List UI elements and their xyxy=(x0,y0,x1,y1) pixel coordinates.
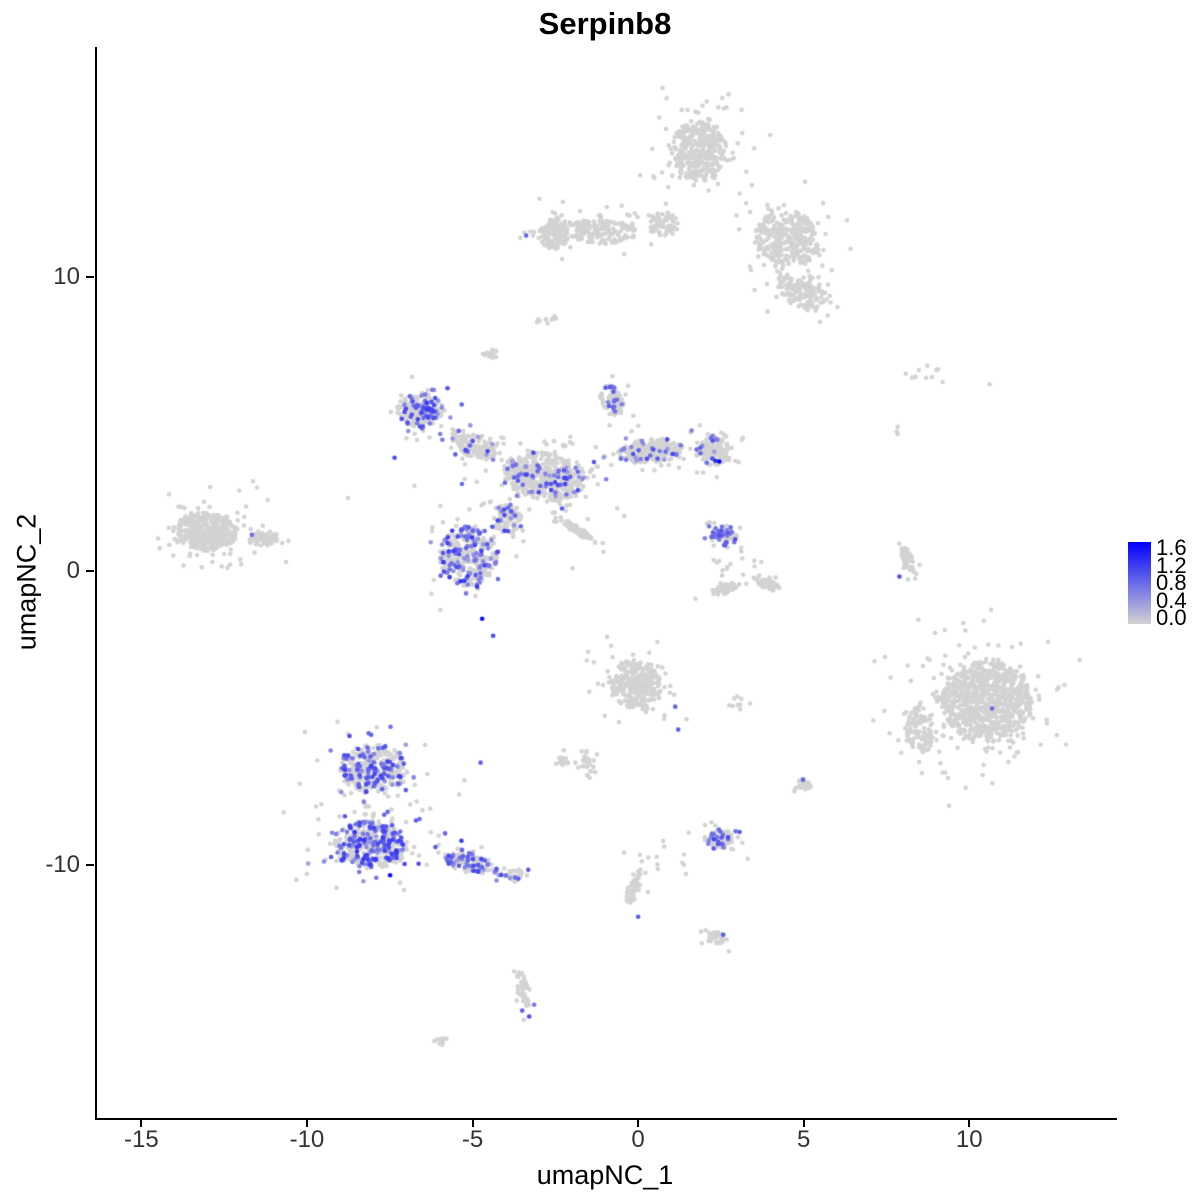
plot-panel xyxy=(95,47,1117,1120)
legend-tick-label: 0.8 xyxy=(1156,570,1187,595)
y-tick-label: -10 xyxy=(45,850,80,878)
y-tick-label: 10 xyxy=(53,262,80,290)
y-tick-label: 0 xyxy=(66,556,80,584)
legend-tick-label: 1.2 xyxy=(1156,552,1187,578)
x-axis-title: umapNC_1 xyxy=(536,1160,674,1190)
x-tick-mark xyxy=(802,1119,805,1127)
x-tick-label: 10 xyxy=(955,1126,983,1153)
x-tick-mark xyxy=(140,1119,143,1127)
y-tick-mark xyxy=(86,569,94,572)
x-tick-mark xyxy=(471,1119,474,1127)
x-tick-mark xyxy=(637,1119,640,1127)
y-axis-title: umapNC_2 xyxy=(11,513,42,651)
legend-tick-label: 0.0 xyxy=(1156,605,1187,630)
y-tick-mark xyxy=(86,863,94,866)
x-tick-label: -10 xyxy=(289,1126,325,1153)
legend-tick-label: 1.6 xyxy=(1156,535,1187,560)
y-tick-mark xyxy=(86,275,94,278)
x-tick-label: -15 xyxy=(124,1126,159,1153)
scatter-canvas xyxy=(97,47,1117,1118)
x-tick-label: 5 xyxy=(797,1126,811,1153)
x-tick-mark xyxy=(305,1119,308,1127)
x-tick-label: 0 xyxy=(631,1126,645,1153)
legend-gradient-bar xyxy=(1128,542,1151,624)
x-tick-mark xyxy=(968,1119,971,1127)
plot-title: Serpinb8 xyxy=(538,6,672,41)
legend-tick-label: 0.4 xyxy=(1156,587,1187,613)
x-tick-label: -5 xyxy=(461,1126,484,1153)
